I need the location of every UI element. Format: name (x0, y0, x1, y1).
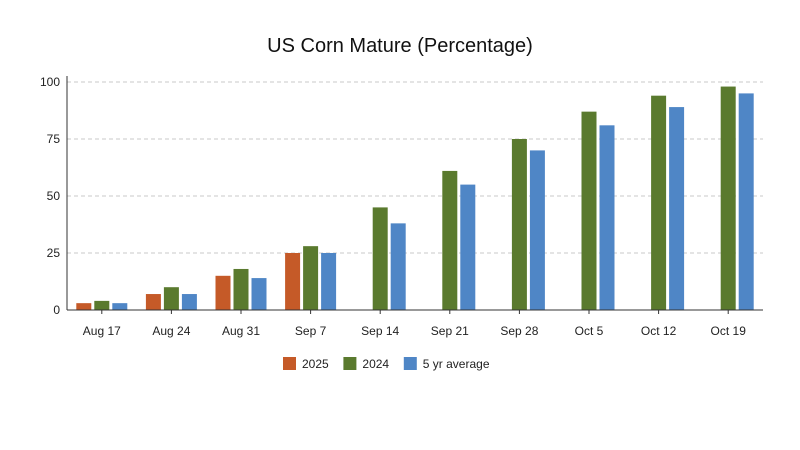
bar-2024 (442, 170, 458, 310)
bar-2025 (76, 303, 92, 310)
legend-label: 2025 (302, 357, 329, 371)
legend-item: 5 yr average (403, 357, 490, 371)
bar-5-yr-average (460, 184, 476, 310)
legend-swatch (283, 357, 296, 370)
legend-swatch (343, 357, 357, 370)
x-tick-label: Oct 5 (575, 324, 604, 338)
bar-2024 (94, 300, 110, 310)
bar-5-yr-average (529, 150, 545, 310)
bar-2024 (163, 287, 179, 310)
bar-2024 (372, 207, 388, 310)
y-tick-label: 0 (53, 303, 60, 317)
x-tick-label: Sep 28 (500, 324, 538, 338)
legend-label: 2024 (362, 357, 389, 371)
axes (66, 76, 763, 311)
chart-title: US Corn Mature (Percentage) (267, 35, 533, 57)
x-tick-label: Aug 24 (152, 324, 190, 338)
bars (76, 86, 754, 311)
bar-5-yr-average (181, 294, 197, 310)
bar-5-yr-average (738, 93, 754, 311)
legend-item: 2024 (343, 357, 389, 371)
x-tick-label: Sep 21 (431, 324, 469, 338)
legend-item: 2025 (283, 357, 329, 371)
bar-2024 (233, 268, 249, 310)
x-tick-label: Sep 14 (361, 324, 399, 338)
x-axis-ticks: Aug 17 Aug 24 Aug 31 Sep 7 Sep 14 Sep 21 Sep 2… (83, 310, 746, 338)
bar-2025 (285, 253, 301, 310)
bar-5-yr-average (112, 303, 128, 310)
bar-2025 (145, 294, 161, 310)
y-tick-label: 50 (47, 189, 61, 203)
legend: 2025 2024 5 yr average (283, 357, 490, 371)
bar-5-yr-average (321, 253, 337, 310)
y-tick-label: 100 (40, 75, 60, 89)
bar-2024 (303, 246, 319, 310)
bar-2025 (215, 275, 231, 310)
x-tick-label: Aug 17 (83, 324, 121, 338)
x-tick-label: Oct 12 (641, 324, 677, 338)
bar-2024 (720, 86, 736, 310)
x-tick-label: Aug 31 (222, 324, 260, 338)
legend-swatch (403, 357, 417, 370)
x-tick-label: Sep 7 (295, 324, 327, 338)
bar-5-yr-average (669, 107, 685, 310)
bar-2024 (651, 95, 667, 311)
bar-5-yr-average (251, 278, 267, 310)
bar-2024 (511, 139, 527, 310)
bar-5-yr-average (390, 223, 406, 310)
bar-2024 (581, 111, 597, 310)
y-tick-label: 75 (47, 132, 61, 146)
y-tick-label: 25 (47, 246, 61, 260)
bar-5-yr-average (599, 125, 615, 310)
y-axis-ticks: 0 25 50 75 100 (40, 75, 60, 317)
x-tick-label: Oct 19 (711, 324, 747, 338)
grid-lines (67, 81, 763, 254)
legend-label: 5 yr average (423, 357, 490, 371)
